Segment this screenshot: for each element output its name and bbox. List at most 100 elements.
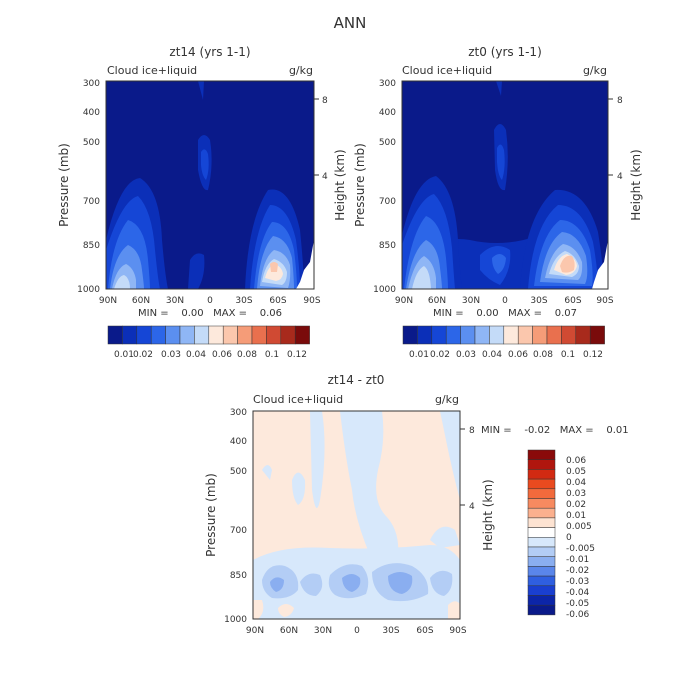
- colorbar-swatch: [527, 604, 556, 616]
- colorbar-swatch: [527, 517, 556, 528]
- panel-2-stats: MIN = 0.00 MAX = 0.07: [433, 308, 577, 319]
- colorbar-swatch: [266, 325, 282, 345]
- colorbar-swatch: [527, 585, 556, 596]
- panel-1: zt14 (yrs 1-1) Cloud ice+liquid g/kg: [57, 45, 347, 360]
- colorbar-swatch: [165, 325, 181, 345]
- colorbar-swatch: [431, 325, 447, 345]
- colorbar-label: 0.08: [533, 350, 553, 360]
- colorbar-swatch: [460, 325, 476, 345]
- colorbar-label: 0.05: [566, 467, 586, 477]
- x-tick-label: 90S: [596, 296, 613, 306]
- panel-1-left-label: Cloud ice+liquid: [107, 64, 197, 77]
- colorbar-label: 0.04: [482, 350, 502, 360]
- panel-2-ylabel: Pressure (mb): [353, 143, 367, 227]
- panel-1-units: g/kg: [289, 64, 313, 77]
- colorbar-swatch: [561, 325, 577, 345]
- colorbar-swatch: [527, 507, 556, 519]
- colorbar-label: 0: [566, 533, 572, 543]
- colorbar-label: 0.005: [566, 522, 592, 532]
- y-tick-label: 400: [379, 108, 396, 118]
- colorbar-swatch: [136, 325, 152, 345]
- panel-2-units: g/kg: [583, 64, 607, 77]
- x-tick-label: 90N: [395, 296, 413, 306]
- height-tick-label: 8: [322, 96, 328, 106]
- panel-1-title: zt14 (yrs 1-1): [169, 45, 250, 59]
- colorbar-swatch: [527, 469, 556, 480]
- colorbar-swatch: [546, 325, 562, 345]
- panel-3-xticks: 90N 60N 30N 0 30S 60S 90S: [246, 626, 467, 636]
- panel-3-left-label: Cloud ice+liquid: [253, 393, 343, 406]
- colorbar-label: 0.03: [456, 350, 476, 360]
- panel-1-colorbar-labels: 0.01 0.02 0.03 0.04 0.06 0.08 0.1 0.12: [114, 350, 307, 360]
- panel-1-ylabel-right: Height (km): [333, 149, 347, 220]
- y-tick-label: 850: [83, 241, 100, 251]
- panel-2-title: zt0 (yrs 1-1): [468, 45, 542, 59]
- colorbar-label: 0.1: [265, 350, 279, 360]
- colorbar-swatch: [237, 325, 253, 345]
- x-tick-label: 90S: [303, 296, 320, 306]
- panel-1-right-axis: 8 4: [314, 96, 328, 182]
- colorbar-swatch: [527, 527, 556, 538]
- x-tick-label: 60S: [416, 626, 433, 636]
- colorbar-label: 0.01: [114, 350, 134, 360]
- colorbar-label: 0.03: [566, 489, 586, 499]
- panel-3-ylabel-right: Height (km): [481, 479, 495, 550]
- colorbar-swatch: [527, 459, 556, 470]
- x-tick-label: 60S: [269, 296, 286, 306]
- panel-2-ylabel-right: Height (km): [629, 149, 643, 220]
- colorbar-swatch: [445, 325, 461, 345]
- panel-3-units: g/kg: [435, 393, 459, 406]
- colorbar-swatch: [527, 566, 556, 577]
- colorbar-label: -0.02: [566, 566, 589, 576]
- colorbar-swatch: [532, 325, 548, 345]
- panel-3-contours: [253, 411, 460, 619]
- y-tick-label: 300: [83, 79, 100, 89]
- x-tick-label: 30S: [235, 296, 252, 306]
- colorbar-swatch: [527, 546, 556, 557]
- panel-2: zt0 (yrs 1-1) Cloud ice+liquid g/kg: [353, 45, 643, 360]
- x-tick-label: 0: [207, 296, 213, 306]
- panel-1-yticks: 300 400 500 700 850 1000: [77, 79, 100, 295]
- colorbar-label: 0.03: [161, 350, 181, 360]
- x-tick-label: 0: [502, 296, 508, 306]
- colorbar-swatch: [251, 325, 267, 345]
- y-tick-label: 500: [379, 138, 396, 148]
- colorbar-swatch: [527, 537, 556, 548]
- colorbar-swatch: [527, 595, 556, 606]
- y-tick-label: 400: [83, 108, 100, 118]
- colorbar-swatch: [527, 556, 556, 567]
- colorbar-swatch: [527, 498, 556, 509]
- colorbar-swatch: [474, 325, 490, 345]
- panel-3-right-axis: 8 4: [460, 426, 475, 512]
- colorbar-label: 0.02: [133, 350, 153, 360]
- y-tick-label: 300: [379, 79, 396, 89]
- panel-3-colorbar-labels: 0.06 0.05 0.04 0.03 0.02 0.01 0.005 0 -0…: [566, 456, 595, 620]
- height-tick-label: 4: [322, 172, 328, 182]
- colorbar-swatch: [503, 325, 519, 345]
- x-tick-label: 30N: [166, 296, 184, 306]
- colorbar-swatch: [402, 325, 418, 345]
- colorbar-label: 0.06: [508, 350, 528, 360]
- colorbar-label: 0.04: [566, 478, 586, 488]
- height-tick-label: 4: [469, 502, 475, 512]
- x-tick-label: 30N: [314, 626, 332, 636]
- x-tick-label: 60S: [564, 296, 581, 306]
- y-tick-label: 500: [230, 467, 247, 477]
- colorbar-label: -0.03: [566, 577, 589, 587]
- panel-2-colorbar: [402, 325, 605, 345]
- colorbar-swatch: [417, 325, 433, 345]
- colorbar-swatch: [208, 325, 224, 345]
- panel-1-contours: [106, 81, 314, 289]
- panel-1-ylabel: Pressure (mb): [57, 143, 71, 227]
- colorbar-label: 0.12: [583, 350, 603, 360]
- y-tick-label: 850: [230, 571, 247, 581]
- colorbar-swatch: [150, 325, 166, 345]
- panel-3-ylabel: Pressure (mb): [204, 473, 218, 557]
- height-tick-label: 4: [617, 172, 623, 182]
- colorbar-label: 0.08: [237, 350, 257, 360]
- x-tick-label: 0: [354, 626, 360, 636]
- x-tick-label: 30S: [530, 296, 547, 306]
- colorbar-label: 0.01: [409, 350, 429, 360]
- panel-3-title: zt14 - zt0: [328, 373, 385, 387]
- panel-1-stats: MIN = 0.00 MAX = 0.06: [138, 308, 282, 319]
